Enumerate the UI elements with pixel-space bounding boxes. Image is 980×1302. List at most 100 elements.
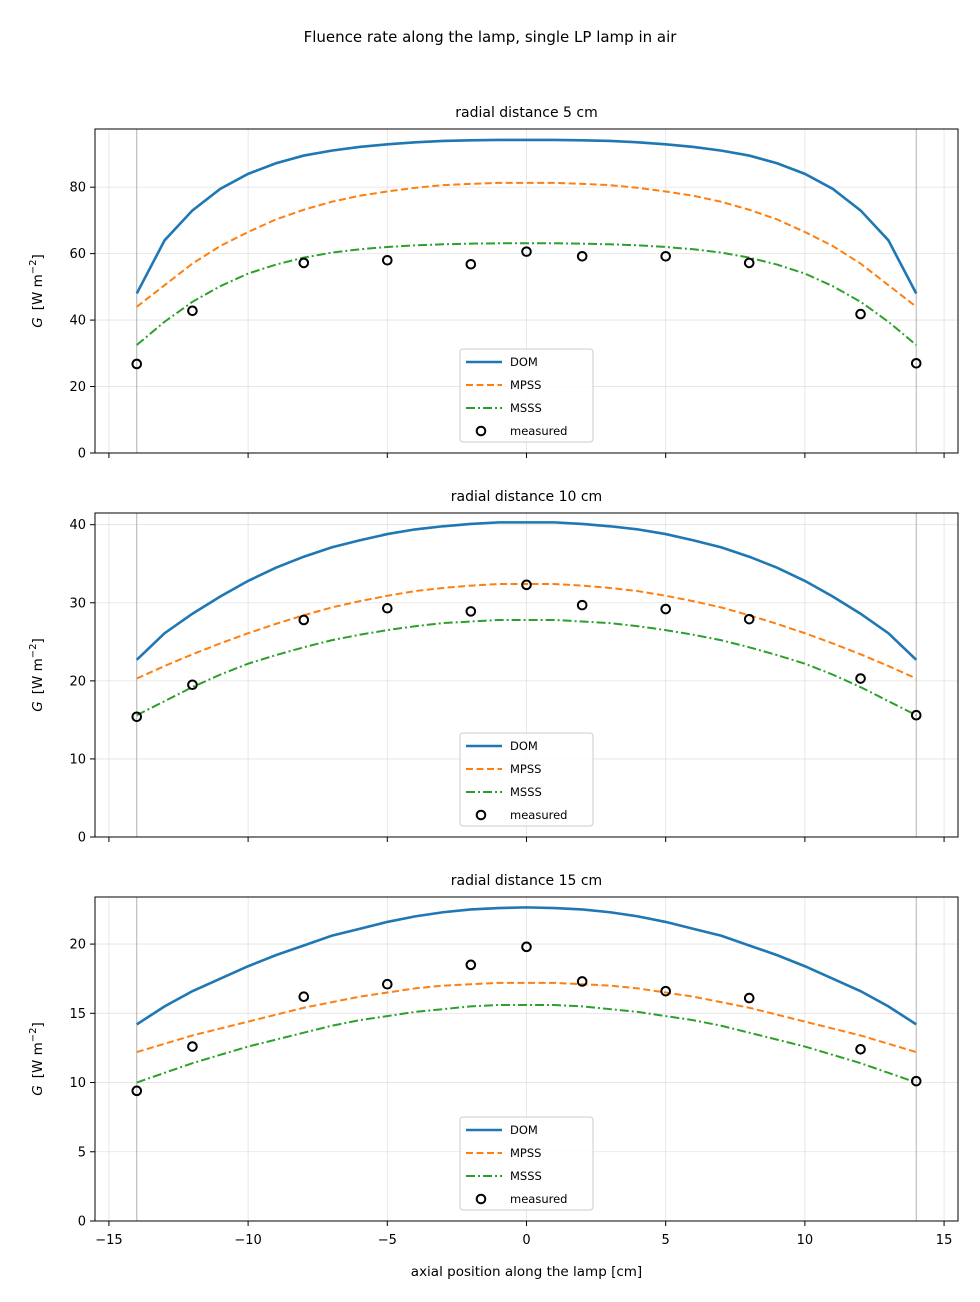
measured-point	[743, 613, 755, 625]
measured-point	[521, 579, 532, 591]
legend-label: MSSS	[510, 785, 542, 799]
measured-point	[465, 606, 477, 617]
series-line-mpss	[136, 181, 917, 308]
measured-point	[855, 1044, 866, 1055]
plot-area	[135, 521, 918, 717]
measured-point	[465, 959, 477, 971]
y-tick-label: 40	[69, 518, 86, 533]
legend-box	[459, 348, 594, 443]
y-tick-label: 0	[78, 1215, 86, 1230]
measured-point	[131, 1085, 143, 1097]
measured-point	[743, 992, 755, 1004]
series-line-dom	[136, 906, 917, 1026]
y-tick-label: 5	[78, 1145, 86, 1160]
y-tick-label: 0	[78, 447, 86, 462]
measured-point	[187, 305, 198, 317]
y-tick-label: 40	[69, 314, 86, 329]
measured-point	[382, 254, 393, 266]
measured-point	[576, 976, 588, 987]
subplot-1: 0 20 40 60 80 radial distance 5 cm G [W m−2] DO…	[28, 105, 959, 462]
subplots: 0 20 40 60 80 radial distance 5 cm G [W m−2] DO…	[28, 105, 959, 1280]
measured-point	[298, 257, 310, 269]
measured-point	[910, 357, 922, 369]
legend: DOM MPSS MSSS measured	[459, 348, 594, 443]
y-tick-label: 20	[69, 674, 86, 689]
x-tick-label: 10	[797, 1233, 814, 1248]
measured-point	[187, 1041, 198, 1052]
subplot-title: radial distance 15 cm	[451, 873, 602, 889]
series-line-dom	[135, 521, 918, 661]
x-tick-label: 5	[662, 1233, 670, 1248]
y-tick-label: 0	[78, 831, 86, 846]
y-tick-label: 60	[69, 247, 86, 262]
x-tick-label: −5	[378, 1233, 397, 1248]
subplot-2: 0 10 20 30 40 radial distance 10 cm G [W m−2] D…	[28, 489, 959, 846]
legend-box	[459, 1116, 594, 1211]
measured-point	[910, 1075, 922, 1087]
y-axis-label: G [W m−2]	[28, 1022, 46, 1096]
y-axis-label: G [W m−2]	[28, 638, 46, 712]
legend-label: DOM	[510, 739, 538, 753]
legend-marker-measured	[475, 425, 487, 437]
measured-point	[298, 614, 310, 626]
x-tick-label: −10	[234, 1233, 261, 1248]
legend-label: DOM	[510, 1123, 538, 1137]
measured-point	[660, 603, 671, 615]
measured-point	[743, 257, 755, 269]
measured-point	[660, 985, 671, 997]
legend-label: MPSS	[510, 762, 541, 776]
series-line-msss	[136, 242, 917, 346]
measured-point	[131, 711, 143, 723]
legend-marker-measured	[475, 1193, 487, 1205]
figure-suptitle: Fluence rate along the lamp, single LP l…	[304, 28, 678, 46]
subplot-title: radial distance 10 cm	[451, 489, 602, 505]
subplot-3: −15 −10 −5 0 5 10 15 0 5 10 15 20 radial distance 15…	[28, 873, 959, 1280]
measured-point	[187, 679, 198, 691]
legend-label: MPSS	[510, 378, 541, 392]
measured-point	[521, 246, 532, 257]
measured-point	[382, 978, 393, 990]
legend-label: measured	[510, 1192, 567, 1206]
measured-point	[576, 250, 588, 262]
y-tick-label: 10	[69, 1076, 86, 1091]
legend-label: DOM	[510, 355, 538, 369]
measured-point	[660, 250, 671, 262]
x-tick-label: −15	[95, 1233, 122, 1248]
y-tick-label: 30	[69, 596, 86, 611]
y-tick-label: 15	[69, 1007, 86, 1022]
measured-point	[855, 673, 866, 684]
subplot-title: radial distance 5 cm	[455, 105, 598, 121]
legend-label: measured	[510, 808, 567, 822]
y-tick-label: 10	[69, 752, 86, 767]
series-line-msss	[136, 618, 917, 717]
plot-area	[136, 906, 917, 1084]
series-line-mpss	[136, 583, 917, 680]
legend-label: MSSS	[510, 401, 542, 415]
legend-box	[459, 732, 594, 827]
measured-point	[521, 941, 532, 953]
measured-point	[298, 991, 310, 1002]
x-tick-label: 15	[936, 1233, 953, 1248]
measured-point	[855, 308, 866, 320]
y-tick-label: 80	[69, 181, 86, 196]
legend: DOM MPSS MSSS measured	[459, 732, 594, 827]
series-line-msss	[136, 1004, 917, 1084]
legend-label: measured	[510, 424, 567, 438]
legend: DOM MPSS MSSS measured	[459, 1116, 594, 1211]
x-axis-label: axial position along the lamp [cm]	[411, 1264, 642, 1280]
legend-marker-measured	[475, 809, 487, 821]
y-tick-label: 20	[69, 938, 86, 953]
measured-point	[465, 258, 477, 270]
measured-point	[910, 709, 922, 721]
plot-area	[135, 138, 918, 346]
series-line-dom	[135, 138, 918, 295]
legend-label: MSSS	[510, 1169, 542, 1183]
legend-label: MPSS	[510, 1146, 541, 1160]
y-tick-label: 20	[69, 380, 86, 395]
measured-point	[382, 602, 393, 614]
x-tick-label: 0	[522, 1233, 530, 1248]
y-axis-label: G [W m−2]	[28, 254, 46, 328]
measured-point	[131, 358, 143, 370]
